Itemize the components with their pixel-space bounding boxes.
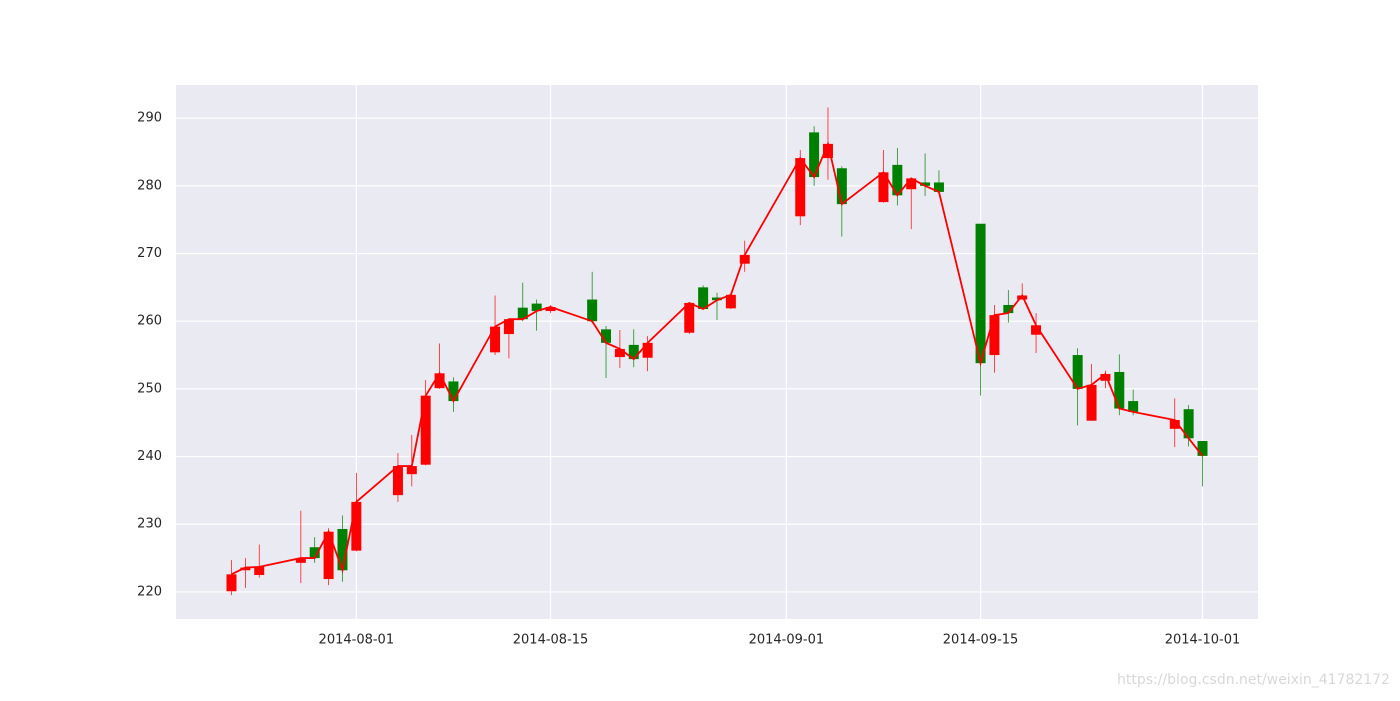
y-tick-label: 220 [137,584,162,599]
candle-body [975,223,986,364]
candle-body [1031,325,1042,335]
watermark: https://blog.csdn.net/weixin_41782172 [1117,672,1390,688]
candle-body [822,143,833,159]
candle-body [933,182,944,192]
candle-body [878,172,889,203]
candle-body [614,348,625,358]
candle-body [309,547,320,559]
x-tick-label: 2014-08-01 [319,633,395,648]
candle-body [337,528,348,571]
candle-body [1128,401,1139,412]
candle-body [642,342,653,358]
candle-body [836,168,847,205]
candle-body [628,344,639,360]
y-tick-label: 270 [137,246,162,261]
candle-body [698,287,709,310]
x-tick-label: 2014-09-15 [943,633,1019,648]
y-tick-label: 250 [137,381,162,396]
candle-body [420,395,431,465]
candle-body [254,566,265,576]
candle-body [406,466,417,475]
candle-body [1100,373,1111,381]
candle-body [1003,304,1014,314]
candle-body [448,381,459,402]
close-line [231,140,1204,576]
candle-body [601,329,612,343]
candle-body [545,306,556,312]
candle-body [531,303,542,312]
x-tick-label: 2014-09-01 [749,633,825,648]
candle-body [434,373,445,389]
candle-body [1072,355,1083,389]
y-tick-label: 240 [137,449,162,464]
candle-body [517,307,528,320]
candle-body [295,558,306,563]
candle-body [503,319,514,335]
y-tick-label: 230 [137,517,162,532]
x-tick-label: 2014-08-15 [513,633,589,648]
y-tick-label: 280 [137,178,162,193]
candle-body [920,182,931,186]
candle-body [1086,384,1097,421]
candle-body [226,574,237,592]
x-tick-label: 2014-10-01 [1165,633,1241,648]
candle-body [1169,420,1180,429]
candle-body [989,315,1000,356]
candle-body [587,299,598,322]
candle-body [684,302,695,333]
candle-body [351,501,362,551]
candle-body [906,178,917,190]
candle-body [392,466,403,496]
candle-body [795,158,806,217]
candle-body [323,531,334,580]
candle-body [1183,409,1194,439]
candle-body [240,567,251,571]
y-tick-label: 290 [137,111,162,126]
candle-body [1114,371,1125,409]
candle-body [725,294,736,309]
candle-body [1197,441,1208,456]
candle-body [712,297,722,301]
y-tick-label: 260 [137,314,162,329]
candle-body [490,326,501,353]
candle-body [892,164,903,196]
candle-body [809,132,820,178]
candle-body [739,254,750,264]
